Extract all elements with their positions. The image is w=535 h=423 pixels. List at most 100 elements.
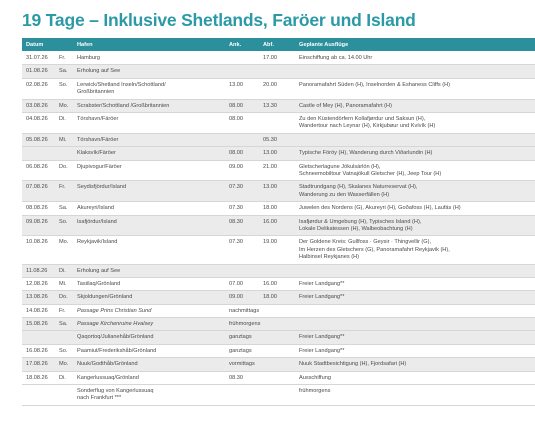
row-excursions-line: Halbinsel Reykjanes (H) [299, 254, 359, 261]
row-port: Erholung auf See [77, 268, 120, 275]
row-date: 16.08.26 [26, 347, 48, 354]
row-date: 06.08.26 [26, 163, 48, 170]
row-weekday: Do. [59, 294, 68, 301]
page-title: 19 Tage – Inklusive Shetlands, Faröer un… [22, 10, 416, 30]
row-excursions-line: Einschiffung ab ca. 14.00 Uhr [299, 55, 373, 61]
row-excursions-line: Typische Föröy (H), Wanderung durch Viða… [299, 150, 433, 157]
row-port-line: Scrabster/Schottland /Großbritannien [77, 102, 170, 109]
header-arrival: Ank. [229, 41, 242, 48]
table-row: 16.08.26 So. Paamiut/Frederikshåb/Grönland… [22, 344, 535, 359]
row-port-line: Sonderflug von Kangerlussuaq [77, 388, 154, 395]
row-excursions-line: Stadtrundgang (H), Skalanes Naturreserva… [299, 184, 418, 191]
row-port: Klaksvík/Färöer [77, 150, 116, 157]
row-arrival: 08.00 [229, 102, 243, 109]
row-port: Isafjördur/Island [77, 219, 117, 226]
row-weekday: Di. [59, 115, 66, 122]
row-weekday: So. [59, 81, 68, 88]
row-port: Passage Prins Christian Sund [77, 308, 151, 315]
row-excursions-line: Freier Landgang** [299, 334, 345, 341]
row-excursions: Castle of Mey (H), Panoramafahrt (H) [299, 103, 392, 110]
row-departure: 21.00 [263, 163, 277, 170]
row-port-line: Paamiut/Frederikshåb/Grönland [77, 347, 157, 354]
row-port-line: Klaksvík/Färöer [77, 150, 116, 157]
table-row: Sonderflug von Kangerlussuaq nach Frankfu… [22, 385, 535, 406]
row-excursions-line: Zu den Küstendörfern Kollafjørdur und Sa… [299, 115, 426, 122]
row-port: Seydisfjördur/Island [77, 184, 126, 191]
row-port-line: Tórshavn/Färöer [77, 115, 119, 122]
row-excursions-line: Lokale Delikatessen (H), Walbeobachtung … [299, 225, 413, 232]
row-port-line: Seydisfjördur/Island [77, 184, 127, 191]
table-row: 03.08.26 Mo. Scrabster/Schottland /Großbri… [22, 99, 535, 113]
row-arrival: 07.30 [229, 205, 243, 212]
row-excursions: Panoramafahrt Süden (H), Inselnorden & E… [299, 82, 450, 89]
row-weekday: Fr. [59, 55, 66, 61]
row-arrival: nachmittags [229, 307, 260, 314]
row-arrival: 07.30 [229, 239, 243, 246]
row-weekday: Do. [59, 163, 68, 170]
row-arrival: 09.00 [229, 294, 243, 301]
row-excursions-line: Isafjørdur & Umgebung (H), Typisches Isl… [299, 218, 422, 225]
table-row: 17.08.26 Mo. Nuuk/Godthåb/Grönland vormitta… [22, 358, 535, 372]
row-weekday: Sa. [59, 321, 68, 328]
row-excursions: Ausschiffung [299, 375, 331, 382]
row-port-line: Erholung auf See [77, 267, 121, 274]
row-weekday: Mo. [59, 102, 69, 109]
row-date: 01.08.26 [26, 68, 48, 75]
row-date: 11.08.26 [26, 267, 48, 274]
row-port: Skjoldungen/Grönland [77, 294, 132, 301]
row-port: Nuuk/Godthåb/Grönland [77, 361, 138, 368]
row-departure: 18.00 [263, 205, 277, 212]
header-excursions: Geplante Ausflüge [299, 41, 349, 48]
row-arrival: frühmorgens [229, 321, 261, 328]
table-row: 11.08.26 Di. Erholung auf See [22, 264, 535, 278]
row-excursions-line: Schneemobiltour Vatnajökull Gletscher (H… [299, 170, 442, 177]
row-excursions: Typische Föröy (H), Wanderung durch Viða… [299, 150, 432, 157]
table-row: 15.08.26 Sa. Passage Kirchenruine Hvalsey f… [22, 318, 535, 332]
row-weekday: Sa. [59, 68, 68, 75]
row-excursions: Freier Landgang** [299, 334, 344, 341]
row-port-line: Skjoldungen/Grönland [77, 294, 133, 301]
table-row: 01.08.26 Sa. Erholung auf See [22, 65, 535, 79]
row-port-line: Akureyri/Island [77, 205, 114, 212]
row-weekday: Mo. [59, 361, 69, 368]
row-date: 03.08.26 [26, 102, 48, 109]
row-port: Passage Kirchenruine Hvalsey [77, 321, 153, 328]
row-port: Hamburg [77, 55, 100, 62]
table-row: 14.08.26 Fr. Passage Prins Christian Sund n… [22, 304, 535, 319]
row-arrival: 07.00 [229, 280, 243, 287]
row-arrival: 08.30 [229, 374, 243, 381]
table-row: Qaqortoq/Julianehåb/Grönland ganztags Frei… [22, 331, 535, 345]
row-port: Lerwick/Shetland Inseln/Schottland/Großb… [77, 82, 166, 97]
row-departure: 19.00 [263, 239, 277, 246]
row-date: 09.08.26 [26, 218, 48, 225]
row-excursions: Freier Landgang** [299, 281, 344, 288]
row-excursions: Freier Landgang** [299, 348, 344, 355]
row-excursions-line: Freier Landgang** [299, 347, 345, 354]
table-row: 06.08.26 Do. Djupivogur/Färöer 09.00 21.00 Gl… [22, 160, 535, 182]
row-excursions-line: frühmorgens [299, 388, 331, 395]
row-port: Tórshavn/Färöer [77, 137, 118, 144]
row-excursions-line: Castle of Mey (H), Panoramafahrt (H) [299, 102, 392, 109]
table-header: Datum Hafen Ank. Abf. Geplante Ausflüge [22, 38, 535, 51]
row-date: 08.08.26 [26, 205, 48, 212]
row-excursions: Einschiffung ab ca. 14.00 Uhr [299, 55, 372, 62]
row-date: 05.08.26 [26, 136, 48, 143]
itinerary-table: 31.07.26 Fr. Hamburg 17.00 Einschiffung ab c… [22, 52, 535, 406]
row-port-line: nach Frankfurt *** [77, 395, 122, 402]
row-date: 17.08.26 [26, 361, 48, 368]
table-row: 18.08.26 Di. Kangerlussuaq/Grönland 08.30 Au… [22, 371, 535, 386]
row-excursions-line: Im Herzen des Gletschers (G), Panoramafa… [299, 246, 450, 253]
row-excursions: Juwelen des Nordens (G), Akureyri (H), G… [299, 205, 461, 212]
row-weekday: Fr. [59, 307, 66, 314]
row-date: 02.08.26 [26, 81, 48, 88]
row-departure: 13.00 [263, 150, 277, 157]
row-arrival: ganztags [229, 334, 252, 341]
row-date: 10.08.26 [26, 239, 48, 246]
row-arrival: 13.00 [229, 81, 243, 88]
row-port-line: Passage Kirchenruine Hvalsey [77, 321, 154, 328]
row-port-line: Großbritannien [77, 89, 115, 96]
row-excursions: Stadtrundgang (H), Skalanes Naturreserva… [299, 184, 417, 199]
row-weekday: So. [59, 347, 68, 354]
row-port-line: Kangerlussuaq/Grönland [77, 374, 139, 381]
row-port: Tasiilaq/Grönland [77, 281, 120, 288]
